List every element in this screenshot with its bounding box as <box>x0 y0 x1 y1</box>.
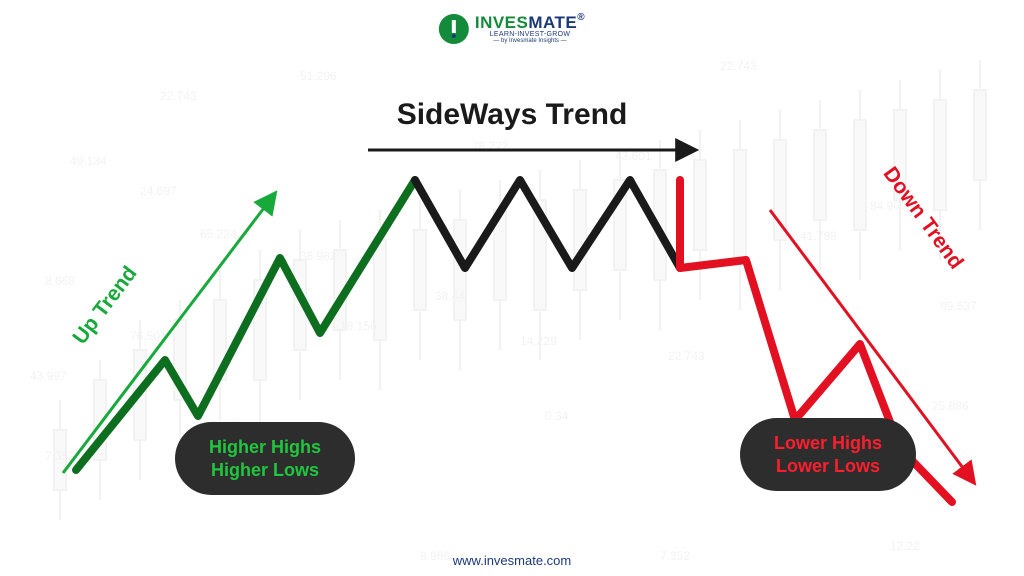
brand-logo: INVESMATE® LEARN-INVEST-GROW — by Invesm… <box>439 14 585 44</box>
pill-down-line2: Lower Lows <box>774 455 882 478</box>
pill-up-line1: Higher Highs <box>209 436 321 459</box>
lower-highs-pill: Lower Highs Lower Lows <box>740 418 916 491</box>
logo-text-green: INVES <box>475 13 529 32</box>
sideways-line <box>415 180 680 268</box>
logo-wordmark: INVESMATE® <box>475 14 585 31</box>
higher-highs-pill: Higher Highs Higher Lows <box>175 422 355 495</box>
logo-icon <box>439 14 469 44</box>
logo-tagline: LEARN-INVEST-GROW <box>475 31 585 38</box>
footer-url: www.invesmate.com <box>453 553 571 568</box>
sideways-trend-title: SideWays Trend <box>397 98 628 132</box>
pill-up-line2: Higher Lows <box>209 459 321 482</box>
registered-mark: ® <box>577 12 585 23</box>
pill-down-line1: Lower Highs <box>774 432 882 455</box>
logo-text-blue: MATE <box>528 13 577 32</box>
logo-subline: — by Invesmate Insights — <box>475 38 585 44</box>
